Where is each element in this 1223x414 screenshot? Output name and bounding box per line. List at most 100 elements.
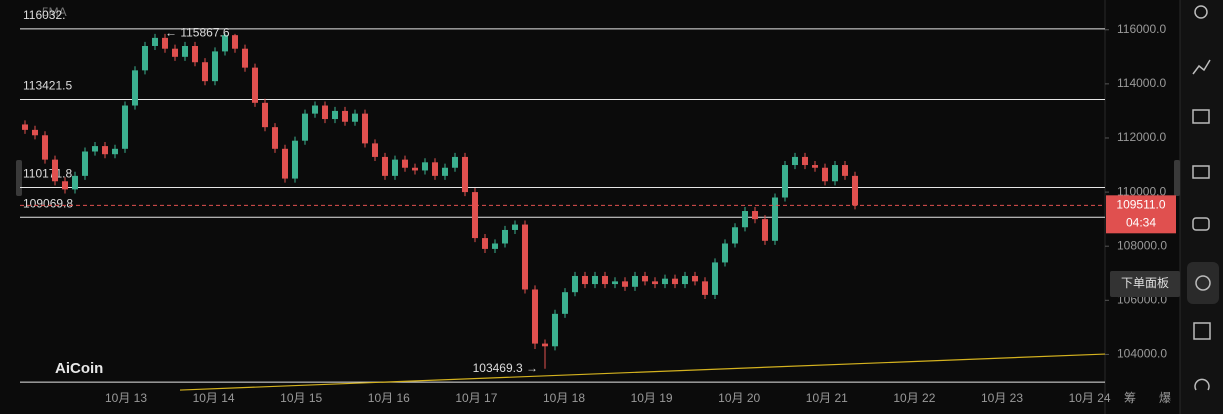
candle-body (162, 37, 168, 49)
tooltip-box (1110, 271, 1180, 297)
candle-body (492, 243, 498, 249)
candle-body (592, 275, 598, 285)
icon-layout[interactable] (1193, 322, 1211, 340)
candle-body (792, 156, 798, 166)
candle-body (722, 243, 728, 263)
x-tick-label: 10月 15 (280, 391, 322, 405)
annotation: ← 115867.6 (165, 26, 230, 40)
icon-bot[interactable] (1192, 217, 1210, 231)
candle-body (842, 165, 848, 176)
y-tick-label: 116000.0 (1117, 22, 1166, 36)
candle-body (352, 113, 358, 122)
candle-body (242, 48, 248, 68)
right-handle[interactable] (1174, 160, 1180, 196)
candle-body (452, 156, 458, 168)
level-label: 109069.8 (23, 196, 73, 210)
x-tick-label: 10月 20 (718, 391, 760, 405)
candle-body (562, 292, 568, 314)
candle-body (602, 275, 608, 285)
icon-clock[interactable] (1194, 5, 1208, 19)
candle-body (682, 275, 688, 285)
icon-etf[interactable] (1192, 165, 1210, 179)
level-label: 116032. (23, 8, 66, 22)
candle-body (302, 113, 308, 141)
x-tick-label: 10月 23 (981, 391, 1023, 405)
x-tick-label: 10月 18 (543, 391, 585, 405)
order-button[interactable] (1187, 262, 1219, 304)
candle-body (52, 159, 58, 182)
candle-body (22, 124, 28, 130)
y-tick-label: 104000.0 (1117, 347, 1167, 361)
candle-body (312, 105, 318, 114)
candle-body (72, 175, 78, 190)
candle-body (292, 140, 298, 179)
candle-body (772, 197, 778, 241)
icon-order (1195, 275, 1211, 291)
candle-body (362, 113, 368, 144)
candle-body (112, 148, 118, 155)
candle-body (532, 289, 538, 344)
candle-body (422, 162, 428, 171)
candle-body (662, 278, 668, 285)
candle-body (632, 275, 638, 287)
candle-body (392, 159, 398, 176)
bottom-button[interactable]: 爆 (1159, 391, 1171, 405)
icon-support[interactable] (1194, 378, 1210, 391)
indicator-label: 5MA (42, 5, 67, 19)
candle-body (702, 281, 708, 295)
candle-body (852, 175, 858, 206)
candle-body (62, 181, 68, 190)
candle-body (212, 51, 218, 82)
candle-body (482, 238, 488, 249)
candle-body (572, 275, 578, 293)
level-label: 110171.8 (23, 167, 72, 181)
candle-body (42, 135, 48, 160)
candle-body (742, 211, 748, 228)
candle-body (182, 45, 188, 57)
icon-board[interactable] (1192, 109, 1210, 124)
watermark: AiCoin (55, 360, 103, 377)
candle-body (252, 67, 258, 103)
x-tick-label: 10月 21 (806, 391, 848, 405)
candle-body (802, 156, 808, 166)
candle-body (332, 110, 338, 120)
x-tick-label: 10月 19 (631, 391, 673, 405)
candle-body (822, 167, 828, 182)
candle-body (732, 227, 738, 244)
candle-body (542, 343, 548, 347)
icon-trend[interactable] (1192, 59, 1211, 75)
candle-body (322, 105, 328, 120)
candle-body (122, 105, 128, 149)
candle-body (102, 146, 108, 155)
x-tick-label: 10月 22 (893, 391, 935, 405)
toolbar (1180, 0, 1223, 414)
x-tick-label: 10月 17 (455, 391, 497, 405)
tooltip: 下单面板 (1121, 276, 1169, 290)
candle-body (32, 129, 38, 136)
candle-body (612, 281, 618, 285)
candle-body (752, 211, 758, 220)
candle-body (832, 165, 838, 182)
candle-body (282, 148, 288, 179)
countdown: 04:34 (1126, 215, 1156, 229)
bottom-button[interactable]: 筹 (1124, 391, 1136, 405)
candle-body (712, 262, 718, 295)
x-tick-label: 10月 14 (193, 391, 235, 405)
y-tick-label: 114000.0 (1117, 76, 1166, 90)
candle-body (642, 275, 648, 282)
candle-body (672, 278, 678, 285)
candle-body (142, 45, 148, 71)
candle-body (222, 35, 228, 52)
annotation: 103469.3 → (473, 361, 538, 375)
candle-body (82, 151, 88, 176)
candle-body (192, 45, 198, 63)
last-price-box (1106, 195, 1176, 234)
candle-body (232, 35, 238, 49)
left-handle[interactable] (16, 160, 22, 196)
candle-body (622, 281, 628, 287)
candle-body (692, 275, 698, 282)
candle-body (522, 224, 528, 290)
